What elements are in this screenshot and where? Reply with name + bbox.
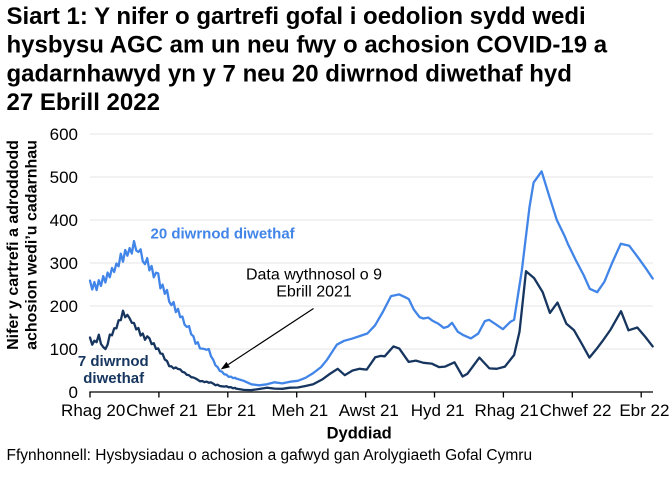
- svg-text:gadarnhawyd yn y 7 neu 20 diwr: gadarnhawyd yn y 7 neu 20 diwrnod diweth…: [7, 60, 572, 87]
- svg-text:hysbysu AGC am un neu fwy o ac: hysbysu AGC am un neu fwy o achosion COV…: [7, 32, 608, 59]
- svg-text:Nifer y cartrefi a adroddodd: Nifer y cartrefi a adroddodd: [5, 140, 22, 350]
- svg-text:Data wythnosol o 9: Data wythnosol o 9: [246, 267, 382, 284]
- svg-text:diwethaf: diwethaf: [83, 370, 145, 387]
- svg-text:Siart 1: Y nifer o gartrefi go: Siart 1: Y nifer o gartrefi gofal i oedo…: [7, 3, 586, 30]
- svg-text:7 diwrnod: 7 diwrnod: [78, 353, 149, 370]
- svg-text:500: 500: [50, 168, 78, 187]
- svg-text:600: 600: [50, 125, 78, 144]
- svg-text:Ebr 22: Ebr 22: [619, 401, 669, 420]
- svg-text:20 diwrnod diwethaf: 20 diwrnod diwethaf: [151, 226, 296, 243]
- svg-text:0: 0: [69, 383, 78, 402]
- svg-text:Awst 21: Awst 21: [339, 401, 399, 420]
- svg-text:Ebr 21: Ebr 21: [206, 401, 256, 420]
- svg-text:Hyd 21: Hyd 21: [411, 401, 465, 420]
- svg-text:achosion wedi’u cadarnhau: achosion wedi’u cadarnhau: [24, 140, 41, 350]
- svg-text:300: 300: [50, 254, 78, 273]
- svg-text:Ebrill 2021: Ebrill 2021: [276, 284, 352, 301]
- svg-text:Ffynhonnell: Hysbysiadau o ach: Ffynhonnell: Hysbysiadau o achosion a ga…: [7, 447, 533, 464]
- svg-text:Dyddiad: Dyddiad: [327, 425, 392, 443]
- svg-text:Chwef 21: Chwef 21: [126, 401, 198, 420]
- svg-text:400: 400: [50, 211, 78, 230]
- svg-text:Meh 21: Meh 21: [272, 401, 329, 420]
- svg-text:200: 200: [50, 297, 78, 316]
- svg-text:100: 100: [50, 340, 78, 359]
- svg-text:Rhag 20: Rhag 20: [61, 401, 125, 420]
- svg-text:Rhag 21: Rhag 21: [474, 401, 538, 420]
- svg-text:Chwef 22: Chwef 22: [540, 401, 612, 420]
- svg-text:27 Ebrill 2022: 27 Ebrill 2022: [7, 89, 160, 116]
